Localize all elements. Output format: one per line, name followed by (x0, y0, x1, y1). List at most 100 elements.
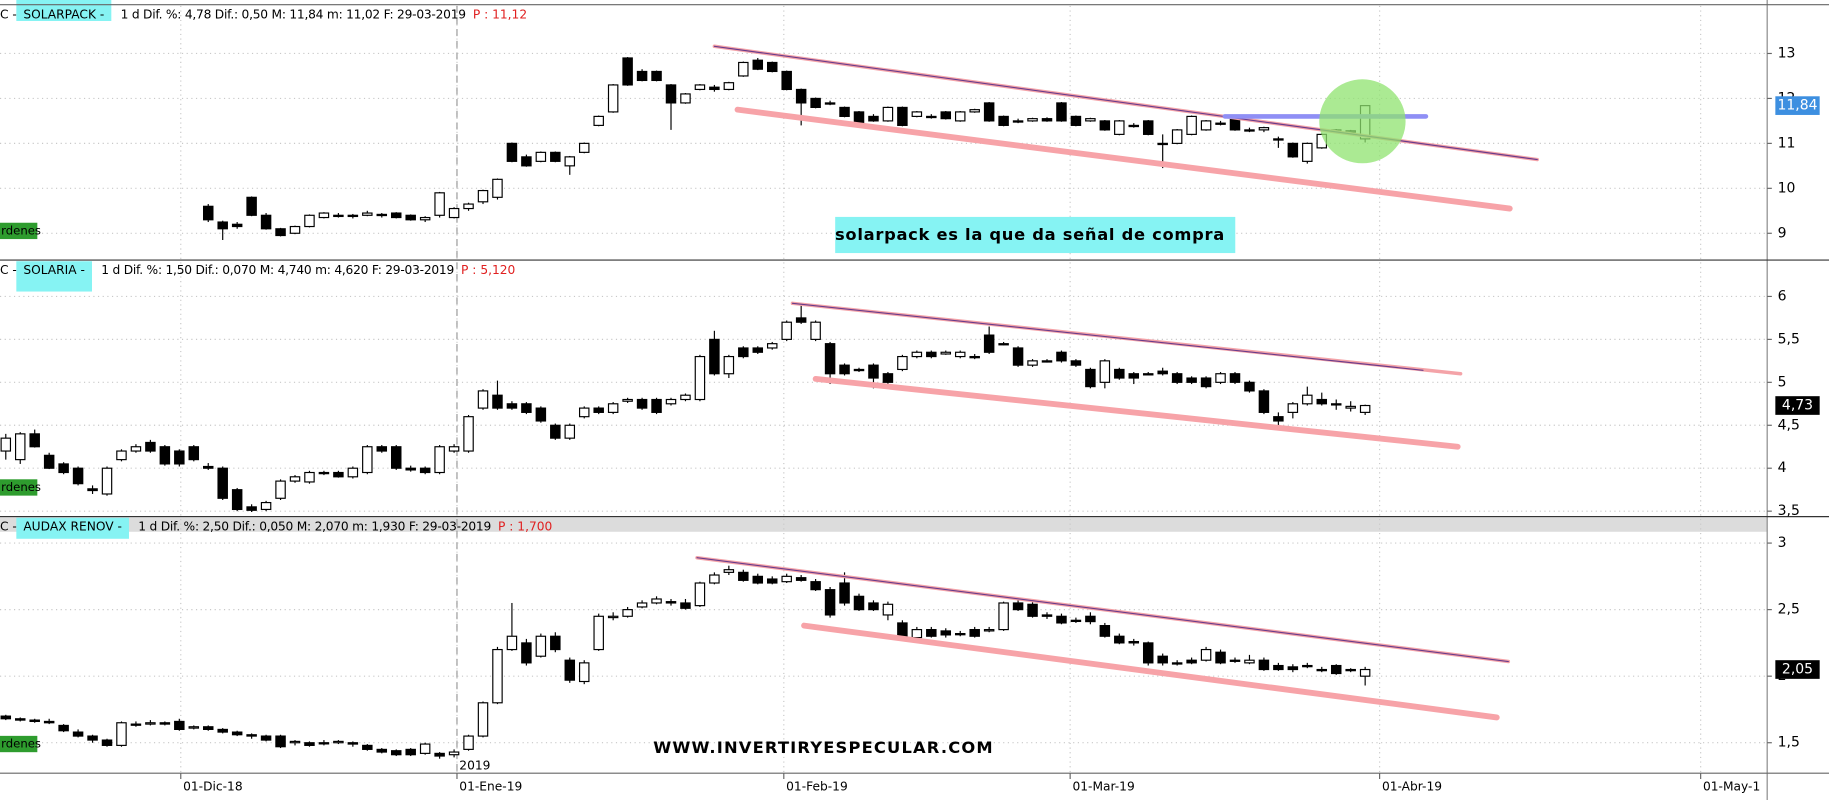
candle-body (694, 355, 706, 401)
name-box (16, 517, 129, 539)
order-tag: rdenes (1, 480, 41, 494)
candle-body (130, 723, 142, 726)
candle-body (347, 214, 359, 218)
candle-body (43, 454, 55, 469)
candle-body (521, 403, 532, 413)
candle-body (897, 622, 908, 637)
candle-body (911, 111, 923, 117)
candle-body (101, 467, 113, 495)
candle-body (506, 403, 518, 409)
candle-body (405, 748, 416, 756)
candle-body (231, 223, 243, 228)
candle-body (766, 578, 778, 584)
candle-body (752, 59, 764, 70)
candle-body (550, 424, 561, 439)
last-price-box (1775, 660, 1820, 679)
candle-body (911, 351, 923, 358)
candle-body (376, 446, 388, 452)
candle-body (738, 571, 749, 581)
candle-body (1114, 635, 1125, 644)
last-price-label: 4,73 (1782, 398, 1813, 414)
candle-body (1085, 615, 1096, 623)
candle-body (593, 115, 604, 126)
candle-body (593, 407, 604, 413)
candle-body (145, 722, 156, 725)
y-tick-label: 5,5 (1778, 331, 1800, 347)
candle-body (940, 351, 952, 355)
candle-body (853, 368, 865, 372)
candle-body (202, 726, 214, 731)
candle-body (911, 629, 923, 639)
y-tick-label: 1,5 (1778, 735, 1800, 751)
candle-body (448, 446, 460, 452)
candle-body (1229, 659, 1241, 662)
candle-body (463, 416, 474, 452)
candle-body (694, 582, 706, 607)
candle-body (738, 61, 749, 77)
candle-body (275, 228, 286, 237)
candle-body (1041, 614, 1053, 617)
candle-body (1186, 377, 1197, 383)
candle-body (246, 734, 257, 737)
candle-body (622, 57, 633, 86)
candle-body (405, 467, 416, 471)
candle-body (318, 471, 330, 475)
candle-body (29, 719, 40, 723)
candle-body (1128, 373, 1140, 379)
candle-body (839, 106, 850, 117)
series-name: AUDAX RENOV - (23, 520, 122, 534)
candle-body (1027, 118, 1038, 122)
candle-body (651, 398, 662, 413)
header-info: 1 d Dif. %: 2,50 Dif.: 0,050 M: 2,070 m:… (138, 520, 491, 534)
candle-body (43, 720, 55, 724)
candle-body (983, 102, 995, 122)
order-tag: rdenes (1, 737, 41, 751)
candle-body (463, 735, 474, 750)
candle-body (738, 347, 749, 358)
candle-body (318, 742, 330, 745)
candle-body (318, 212, 330, 219)
candle-body (1099, 120, 1111, 131)
y-tick-label: 2,5 (1778, 602, 1800, 618)
candle-body (839, 364, 850, 375)
candle-body (419, 216, 431, 221)
candle-body (723, 82, 735, 91)
candle-body (87, 488, 98, 492)
candle-body (1244, 659, 1255, 664)
marks-layer (0, 44, 1539, 759)
candle-body (622, 609, 633, 617)
candle-body (1041, 118, 1053, 122)
candle-body (752, 575, 764, 584)
candle-body (434, 446, 445, 474)
candle-body (477, 390, 489, 409)
candle-body (636, 398, 648, 409)
x-tick-label: 01-Dic-18 (183, 780, 243, 794)
candle-body (1287, 142, 1299, 158)
header-price: P : 1,700 (498, 520, 552, 534)
candle-body (376, 748, 388, 753)
candle-body (506, 142, 518, 162)
trend-line (812, 375, 1461, 450)
candle-body (116, 450, 127, 461)
name-box (16, 261, 92, 292)
year-label: 2019 (459, 759, 490, 773)
candle-body (506, 635, 518, 651)
candle-body (1157, 655, 1168, 664)
candle-body (665, 84, 677, 104)
candle-body (419, 743, 431, 754)
candle-body (766, 343, 778, 349)
y-tick-label: 6 (1778, 288, 1787, 304)
candle-body (275, 735, 286, 748)
candle-body (1273, 416, 1284, 422)
candle-body (868, 602, 879, 611)
candle-body (217, 221, 228, 230)
candle-body (58, 463, 69, 474)
x-tick-label: 01-Feb-19 (786, 780, 848, 794)
candle-body (810, 321, 821, 340)
candle-body (72, 731, 84, 737)
candle-body (1345, 405, 1356, 409)
candle-body (665, 398, 677, 405)
candle-body (578, 142, 590, 153)
candle-body (607, 84, 619, 113)
candle-body (347, 742, 359, 745)
